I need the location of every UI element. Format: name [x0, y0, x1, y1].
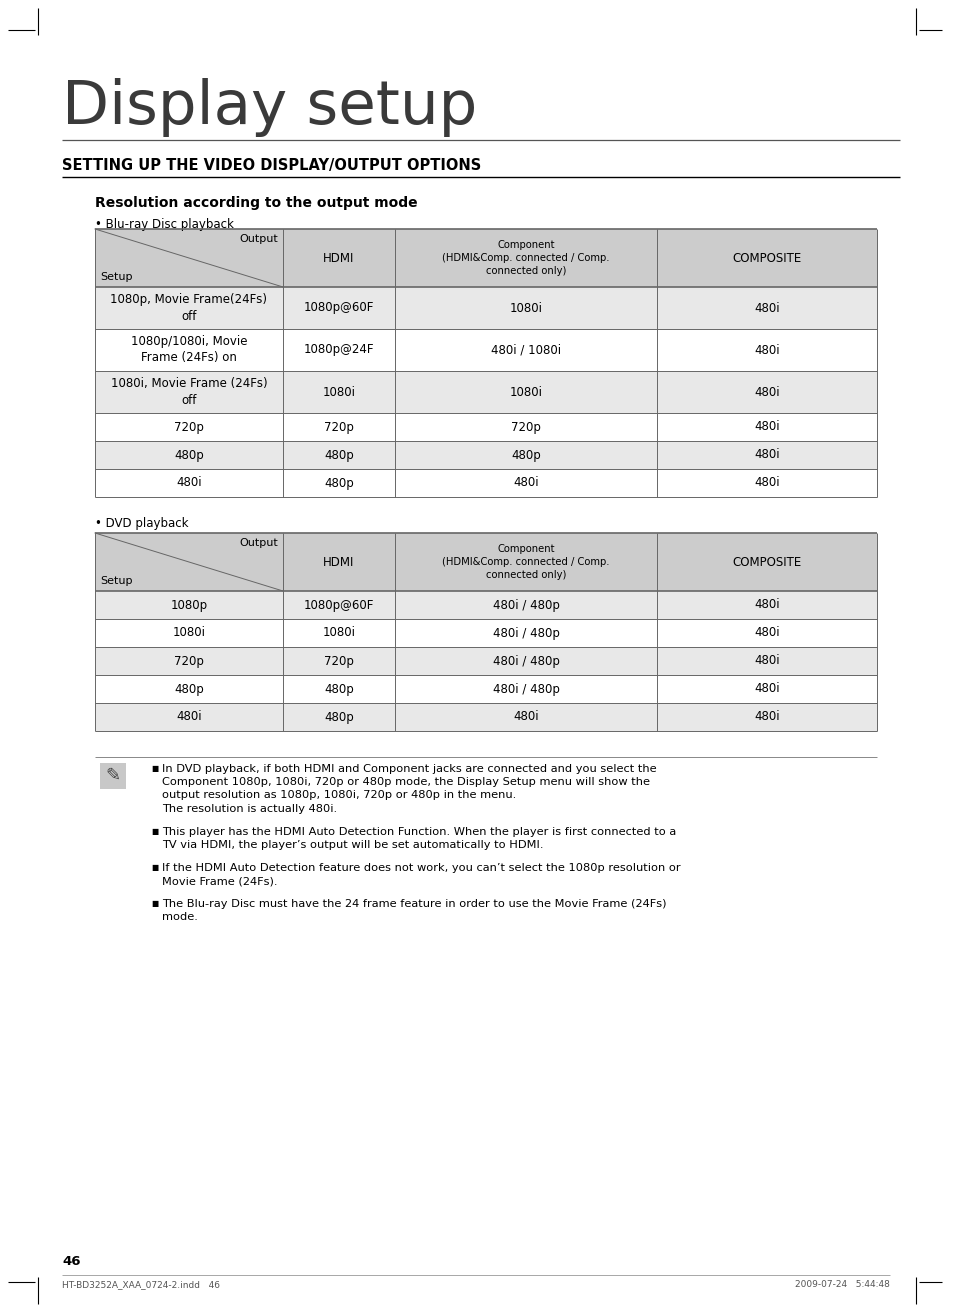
- Text: 480i: 480i: [754, 421, 779, 433]
- Text: ■: ■: [151, 827, 158, 836]
- Bar: [95, 413, 876, 441]
- Text: 480i: 480i: [754, 386, 779, 399]
- Text: 720p: 720p: [511, 421, 540, 433]
- Bar: [95, 371, 876, 413]
- Text: 480i: 480i: [754, 598, 779, 611]
- Text: 720p: 720p: [324, 655, 354, 668]
- Text: 480i: 480i: [754, 655, 779, 668]
- Text: 480i / 480p: 480i / 480p: [492, 627, 558, 639]
- Text: 1080i: 1080i: [322, 627, 355, 639]
- Text: 480i: 480i: [513, 711, 538, 723]
- Text: 1080p: 1080p: [171, 598, 208, 611]
- Text: ■: ■: [151, 863, 158, 872]
- Text: This player has the HDMI Auto Detection Function. When the player is first conne: This player has the HDMI Auto Detection …: [162, 827, 676, 850]
- Text: Setup: Setup: [100, 576, 132, 586]
- Text: • Blu-ray Disc playback: • Blu-ray Disc playback: [95, 218, 233, 231]
- Text: 480i: 480i: [176, 476, 202, 489]
- Text: Component
(HDMI&Comp. connected / Comp.
connected only): Component (HDMI&Comp. connected / Comp. …: [442, 240, 609, 277]
- Bar: [100, 764, 126, 789]
- Text: 480i: 480i: [754, 627, 779, 639]
- Bar: [95, 703, 876, 731]
- Text: • DVD playback: • DVD playback: [95, 517, 189, 530]
- Text: 480i / 480p: 480i / 480p: [492, 598, 558, 611]
- Bar: [95, 230, 876, 287]
- Bar: [95, 329, 876, 371]
- Text: 1080i: 1080i: [509, 302, 542, 315]
- Text: Component
(HDMI&Comp. connected / Comp.
connected only): Component (HDMI&Comp. connected / Comp. …: [442, 543, 609, 580]
- Text: COMPOSITE: COMPOSITE: [732, 555, 801, 568]
- Text: If the HDMI Auto Detection feature does not work, you can’t select the 1080p res: If the HDMI Auto Detection feature does …: [162, 863, 679, 886]
- Text: 1080p, Movie Frame(24Fs)
off: 1080p, Movie Frame(24Fs) off: [111, 294, 267, 323]
- Text: 480i: 480i: [754, 302, 779, 315]
- Text: 1080p@60F: 1080p@60F: [303, 598, 374, 611]
- Text: HDMI: HDMI: [323, 555, 355, 568]
- Text: 480p: 480p: [174, 449, 204, 462]
- Text: 720p: 720p: [173, 421, 204, 433]
- Text: 480p: 480p: [174, 682, 204, 695]
- Text: SETTING UP THE VIDEO DISPLAY/OUTPUT OPTIONS: SETTING UP THE VIDEO DISPLAY/OUTPUT OPTI…: [62, 157, 480, 173]
- Text: 480i: 480i: [513, 476, 538, 489]
- Text: 480p: 480p: [511, 449, 540, 462]
- Text: 480p: 480p: [324, 682, 354, 695]
- Text: 480i: 480i: [754, 682, 779, 695]
- Text: 1080p/1080i, Movie
Frame (24Fs) on: 1080p/1080i, Movie Frame (24Fs) on: [131, 336, 247, 365]
- Text: 720p: 720p: [324, 421, 354, 433]
- Text: 480i / 1080i: 480i / 1080i: [491, 344, 560, 357]
- Bar: [95, 287, 876, 329]
- Text: 1080p@60F: 1080p@60F: [303, 302, 374, 315]
- Text: 480i / 480p: 480i / 480p: [492, 682, 558, 695]
- Text: The Blu-ray Disc must have the 24 frame feature in order to use the Movie Frame : The Blu-ray Disc must have the 24 frame …: [162, 899, 666, 922]
- Text: ■: ■: [151, 899, 158, 908]
- Text: 480p: 480p: [324, 711, 354, 723]
- Bar: [95, 619, 876, 647]
- Text: COMPOSITE: COMPOSITE: [732, 252, 801, 265]
- Text: 1080p@24F: 1080p@24F: [303, 344, 374, 357]
- Bar: [95, 468, 876, 497]
- Text: 480i: 480i: [754, 449, 779, 462]
- Text: HT-BD3252A_XAA_0724-2.indd   46: HT-BD3252A_XAA_0724-2.indd 46: [62, 1281, 220, 1288]
- Bar: [95, 647, 876, 674]
- Text: Display setup: Display setup: [62, 77, 476, 136]
- Text: 1080i, Movie Frame (24Fs)
off: 1080i, Movie Frame (24Fs) off: [111, 378, 267, 407]
- Text: 480i / 480p: 480i / 480p: [492, 655, 558, 668]
- Bar: [95, 590, 876, 619]
- Text: 480i: 480i: [754, 344, 779, 357]
- Text: 1080i: 1080i: [322, 386, 355, 399]
- Text: 1080i: 1080i: [509, 386, 542, 399]
- Text: 480i: 480i: [754, 476, 779, 489]
- Text: ■: ■: [151, 764, 158, 773]
- Text: Setup: Setup: [100, 272, 132, 282]
- Bar: [95, 441, 876, 468]
- Bar: [95, 674, 876, 703]
- Text: Output: Output: [239, 538, 277, 548]
- Text: Resolution according to the output mode: Resolution according to the output mode: [95, 195, 417, 210]
- Text: 1080i: 1080i: [172, 627, 205, 639]
- Text: 480p: 480p: [324, 476, 354, 489]
- Text: 46: 46: [62, 1256, 80, 1267]
- Text: 480i: 480i: [176, 711, 202, 723]
- Text: 480p: 480p: [324, 449, 354, 462]
- Text: 720p: 720p: [173, 655, 204, 668]
- Text: 480i: 480i: [754, 711, 779, 723]
- Text: Output: Output: [239, 234, 277, 244]
- Text: HDMI: HDMI: [323, 252, 355, 265]
- Bar: [95, 533, 876, 590]
- Text: 2009-07-24   5:44:48: 2009-07-24 5:44:48: [794, 1281, 889, 1288]
- Text: In DVD playback, if both HDMI and Component jacks are connected and you select t: In DVD playback, if both HDMI and Compon…: [162, 764, 656, 813]
- Text: ✎: ✎: [106, 768, 120, 785]
